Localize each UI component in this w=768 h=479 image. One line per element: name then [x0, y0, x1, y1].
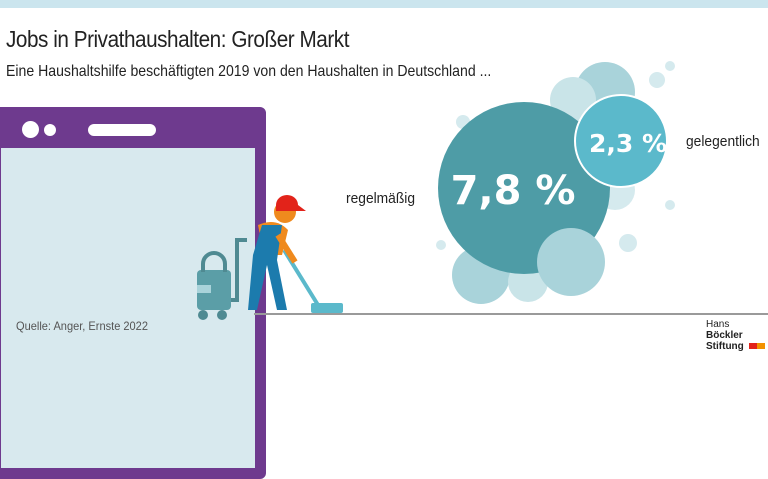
page-title: Jobs in Privathaushalten: Großer Markt	[6, 26, 349, 52]
logo-mark	[756, 343, 765, 349]
top-bar	[0, 0, 768, 8]
bubble-deco	[665, 200, 675, 210]
window-address-bar	[88, 124, 156, 136]
bubble-deco	[649, 72, 665, 88]
window-dot	[44, 124, 56, 136]
page-subtitle: Eine Haushaltshilfe beschäftigten 2019 v…	[6, 63, 492, 80]
value-label-regelmaessig: 7,8 %	[451, 168, 576, 214]
source-note: Quelle: Anger, Ernste 2022	[16, 319, 148, 333]
bubble-gelegentlich	[574, 94, 668, 188]
floor-line	[254, 313, 768, 315]
window-dot	[22, 121, 39, 138]
series-label-regelmaessig: regelmäßig	[346, 190, 416, 207]
value-label-gelegentlich: 2,3 %	[589, 129, 667, 158]
logo-text: Böckler	[706, 330, 743, 341]
logo-text: Hans	[706, 319, 730, 330]
bubble-deco	[665, 61, 675, 71]
series-label-gelegentlich: gelegentlich	[686, 133, 760, 150]
worker-illustration	[197, 195, 343, 320]
hans-boeckler-logo: Hans Böckler Stiftung	[706, 319, 768, 352]
illustration: 7,8 % 2,3 %	[197, 61, 675, 320]
bubble-deco	[619, 234, 637, 252]
bubble-deco	[436, 240, 446, 250]
bubble-deco	[537, 228, 605, 296]
logo-text: Stiftung	[706, 341, 744, 352]
logo-mark	[748, 343, 757, 349]
